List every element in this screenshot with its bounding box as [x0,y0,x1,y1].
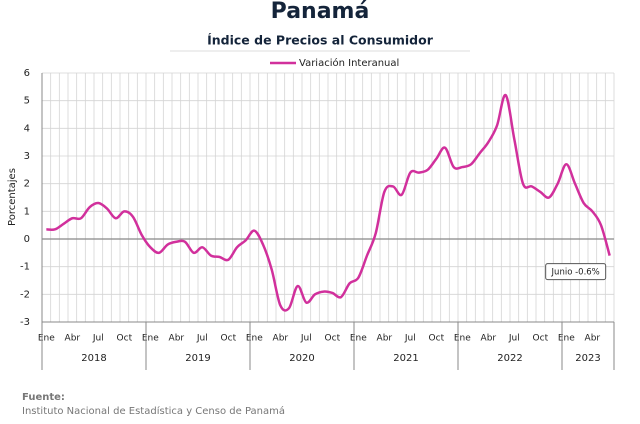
source: Instituto Nacional de Estadística y Cens… [22,405,285,417]
x-tick-label: Ene [142,334,159,344]
x-tick-label: Jul [508,334,520,344]
year-label: 2020 [289,353,314,364]
x-tick-label: Ene [350,334,367,344]
x-tick-label: Abr [169,334,185,344]
year-label: 2018 [81,353,106,364]
y-tick-label: -3 [20,317,30,328]
x-tick-label: Oct [221,334,237,344]
x-tick-label: Jul [404,334,416,344]
annotation-box [545,263,607,281]
source-title: Fuente: [22,392,65,403]
x-tick-label: Ene [246,334,263,344]
x-tick-label: Abr [377,334,393,344]
x-tick-label: Jul [92,334,104,344]
x-tick-label: Abr [481,334,497,344]
x-tick-label: Abr [65,334,81,344]
y-tick-label: -2 [20,289,30,300]
x-tick-label: Abr [273,334,289,344]
y-tick-label: 5 [24,96,30,107]
x-tick-label: Jul [300,334,312,344]
y-tick-label: 0 [24,234,30,245]
y-tick-label: 4 [24,123,30,134]
year-label: 2023 [575,353,600,364]
y-tick-label: 6 [24,68,30,79]
annotation: Junio -0.6% [551,268,600,278]
x-tick-label: Ene [454,334,471,344]
x-tick-label: Ene [558,334,575,344]
year-label: 2019 [185,353,210,364]
y-tick-label: 1 [24,206,30,217]
year-label: 2022 [497,353,522,364]
y-axis-label: Porcentajes [7,168,18,226]
y-tick-label: 2 [24,179,30,190]
series-line [46,93,611,312]
chart-subtitle: Índice de Precios al Consumidor [207,33,434,48]
x-tick-label: Oct [533,334,549,344]
legend-label: Variación Interanual [299,57,399,69]
x-tick-label: Oct [429,334,445,344]
y-tick-label: 3 [24,151,30,162]
y-tick-label: -1 [20,262,30,273]
year-label: 2021 [393,353,418,364]
x-tick-label: Abr [585,334,601,344]
x-tick-label: Oct [117,334,133,344]
x-tick-label: Ene [38,334,55,344]
chart-title: Panamá [271,0,370,24]
x-tick-label: Jul [196,334,208,344]
x-tick-label: Oct [325,334,341,344]
